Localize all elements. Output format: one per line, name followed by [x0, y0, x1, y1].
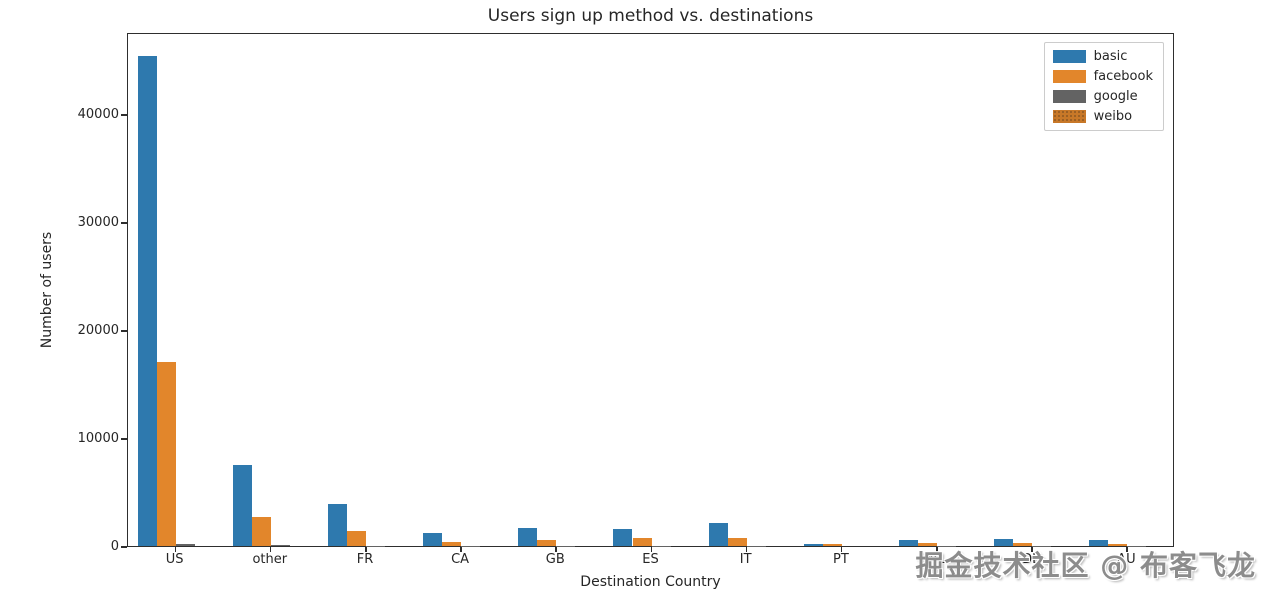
y-tick-label-10000: 10000	[77, 431, 119, 446]
x-tick-mark	[745, 547, 748, 552]
legend-swatch-facebook	[1052, 70, 1086, 83]
bar-facebook-CA	[442, 541, 462, 546]
bar-facebook-NL	[918, 543, 937, 546]
x-tick-label-CA: CA	[451, 552, 470, 567]
bar-basic-PT	[803, 543, 823, 546]
bar-basic-GB	[518, 527, 538, 546]
x-tick-label-US: US	[165, 552, 184, 567]
legend-row-basic: basic	[1052, 49, 1153, 64]
bar-facebook-ES	[632, 538, 652, 546]
legend: basic facebook google weibo	[1043, 42, 1164, 131]
bars-layer	[128, 34, 1173, 546]
y-tick-label-20000: 20000	[77, 323, 119, 338]
legend-row-facebook: facebook	[1052, 69, 1153, 84]
bar-basic-NL	[899, 540, 918, 546]
bar-facebook-FR	[346, 531, 366, 546]
bar-basic-ES	[613, 529, 633, 546]
bar-basic-DE	[994, 538, 1014, 546]
x-tick-label-other: other	[252, 552, 288, 567]
legend-label-basic: basic	[1093, 49, 1128, 64]
x-tick-mark	[650, 547, 652, 552]
x-tick-label-IT: IT	[739, 552, 752, 567]
bar-basic-other	[232, 465, 252, 546]
bar-facebook-PT	[822, 544, 842, 546]
bar-facebook-US	[156, 362, 176, 546]
x-tick-label-FR: FR	[356, 552, 374, 567]
bar-google-US	[175, 543, 195, 546]
x-tick-label-NL: NL	[927, 552, 945, 567]
legend-row-google: google	[1052, 89, 1153, 104]
x-tick-mark	[460, 547, 462, 552]
x-tick-mark	[1126, 547, 1128, 552]
bar-facebook-GB	[537, 540, 557, 546]
legend-swatch-google	[1052, 90, 1086, 103]
legend-swatch-basic	[1052, 50, 1086, 63]
y-tick-label-30000: 30000	[77, 215, 119, 231]
bar-basic-AU	[1089, 540, 1109, 546]
legend-label-google: google	[1093, 89, 1138, 104]
legend-row-weibo: weibo	[1052, 109, 1153, 124]
plot-area: basic facebook google weibo	[127, 33, 1174, 547]
legend-label-facebook: facebook	[1093, 69, 1153, 84]
bar-facebook-AU	[1108, 544, 1128, 546]
bar-facebook-other	[251, 516, 271, 546]
bar-basic-CA	[423, 533, 443, 546]
x-tick-mark	[269, 547, 272, 552]
y-tick-mark	[121, 114, 127, 116]
bar-facebook-DE	[1013, 542, 1033, 546]
x-tick-label-DE: DE	[1022, 552, 1041, 567]
x-tick-mark	[936, 547, 938, 552]
watermark-text: 掘金技术社区 @ 布客飞龙	[915, 549, 1256, 582]
bar-basic-IT	[708, 522, 728, 546]
bar-basic-FR	[327, 503, 347, 546]
x-tick-mark	[555, 547, 557, 552]
x-tick-label-GB: GB	[545, 552, 565, 567]
x-tick-mark	[840, 547, 843, 552]
bar-google-other	[270, 545, 290, 546]
y-tick-label-0: 0	[110, 539, 119, 554]
x-tick-label-ES: ES	[642, 552, 659, 567]
bar-facebook-IT	[727, 538, 747, 546]
bar-basic-US	[137, 55, 157, 546]
y-tick-mark	[121, 222, 127, 224]
y-tick-label-40000: 40000	[77, 107, 119, 123]
y-tick-mark	[121, 330, 127, 332]
y-tick-mark	[121, 438, 127, 440]
x-tick-mark	[174, 547, 177, 552]
x-tick-label-AU: AU	[1117, 552, 1136, 567]
legend-label-weibo: weibo	[1093, 109, 1133, 124]
y-tick-mark	[121, 546, 127, 548]
x-tick-mark	[1031, 547, 1033, 552]
x-axis-title: Destination Country	[580, 574, 721, 590]
x-tick-label-PT: PT	[833, 552, 849, 567]
x-tick-mark	[365, 547, 367, 552]
chart-title: Users sign up method vs. destinations	[487, 6, 814, 26]
legend-swatch-weibo	[1052, 110, 1086, 123]
